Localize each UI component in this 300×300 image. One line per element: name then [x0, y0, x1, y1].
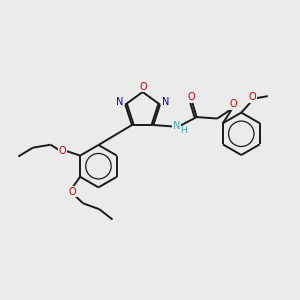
Text: O: O	[69, 187, 76, 196]
Text: H: H	[181, 126, 188, 135]
Text: O: O	[140, 82, 147, 92]
Text: N: N	[162, 97, 169, 107]
Text: O: O	[59, 146, 67, 156]
Text: N: N	[116, 97, 123, 107]
Text: N: N	[173, 122, 180, 131]
Text: O: O	[249, 92, 256, 102]
Text: O: O	[230, 99, 237, 110]
Text: O: O	[187, 92, 195, 102]
